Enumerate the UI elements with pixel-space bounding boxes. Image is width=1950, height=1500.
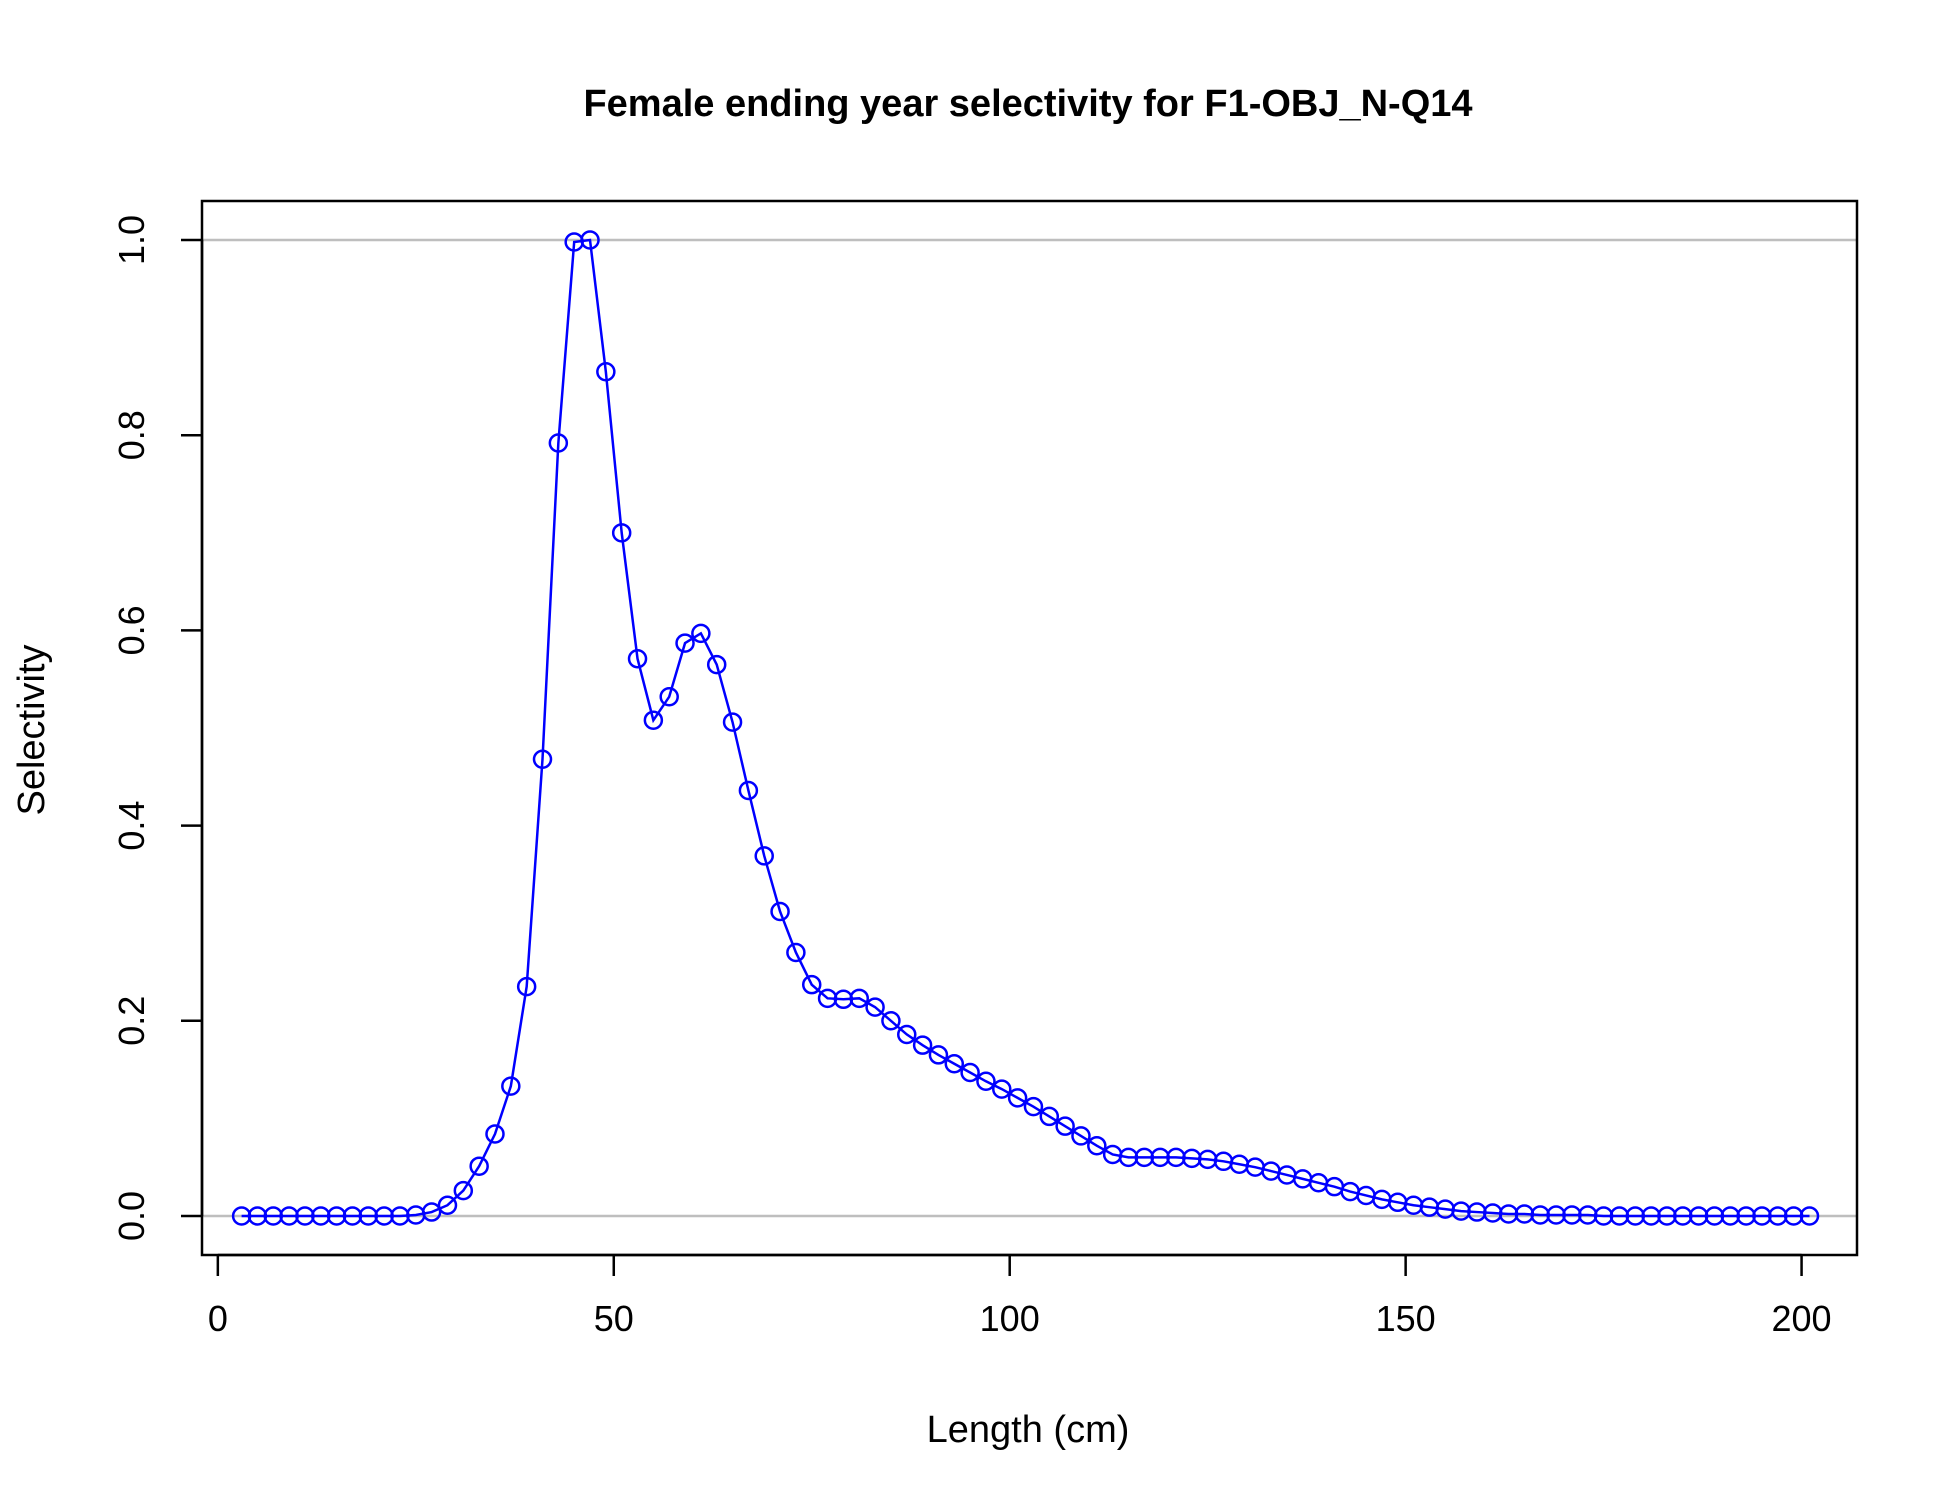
- y-tick-label: 0.4: [111, 801, 152, 851]
- series-layer: [231, 230, 1820, 1226]
- data-point: [976, 1071, 996, 1092]
- x-tick-label: 50: [594, 1298, 634, 1339]
- data-point: [421, 1202, 442, 1222]
- data-point: [786, 942, 806, 963]
- data-point: [1023, 1096, 1044, 1117]
- data-point: [1071, 1126, 1091, 1146]
- data-point: [897, 1024, 917, 1045]
- data-point: [580, 230, 600, 250]
- data-point: [643, 710, 664, 730]
- data-point: [1055, 1116, 1075, 1136]
- data-point: [659, 687, 679, 707]
- data-point: [1087, 1135, 1107, 1156]
- y-tick-label: 0.2: [111, 996, 152, 1046]
- y-tick-label: 0.8: [111, 410, 152, 460]
- data-point: [691, 623, 711, 644]
- data-point: [754, 846, 774, 866]
- data-point: [469, 1156, 489, 1176]
- y-axis: 0.0 0.2 0.4 0.6 0.8 1.0: [111, 215, 204, 1241]
- data-point: [611, 523, 632, 543]
- reference-lines: [202, 238, 1857, 1218]
- data-point: [596, 362, 616, 382]
- y-tick-label: 1.0: [111, 215, 152, 265]
- data-point: [1039, 1106, 1060, 1127]
- data-point: [992, 1079, 1012, 1099]
- x-tick-label: 150: [1376, 1298, 1436, 1339]
- data-point: [738, 780, 759, 801]
- data-point: [849, 988, 869, 1009]
- y-tick-label: 0.6: [111, 605, 152, 655]
- data-point: [453, 1180, 474, 1201]
- plot-frame: [200, 199, 1859, 1257]
- x-axis-label: Length (cm): [927, 1409, 1130, 1451]
- y-axis-label: Selectivity: [11, 644, 53, 815]
- data-point: [1007, 1088, 1028, 1108]
- data-point: [675, 633, 695, 653]
- x-tick-label: 0: [208, 1298, 228, 1339]
- data-point: [881, 1011, 901, 1031]
- data-point: [770, 901, 790, 922]
- data-point: [960, 1062, 980, 1083]
- data-point: [627, 648, 648, 669]
- data-point: [801, 974, 822, 995]
- data-point: [912, 1035, 933, 1055]
- data-point: [706, 654, 727, 675]
- x-tick-label: 100: [980, 1298, 1040, 1339]
- data-point: [501, 1076, 521, 1096]
- x-tick-label: 200: [1772, 1298, 1832, 1339]
- chart-title: Female ending year selectivity for F1-OB…: [583, 83, 1472, 125]
- data-point: [928, 1045, 949, 1065]
- data-point: [516, 976, 537, 997]
- data-point: [532, 749, 553, 769]
- x-axis: 0 50 100 150 200: [208, 1253, 1832, 1339]
- y-tick-label: 0.0: [111, 1191, 152, 1241]
- data-point: [1799, 1206, 1820, 1226]
- data-point: [944, 1053, 965, 1074]
- series-line: [241, 238, 1810, 1218]
- data-point: [722, 712, 743, 732]
- data-point: [437, 1195, 458, 1215]
- data-point: [548, 433, 569, 453]
- data-point: [485, 1124, 505, 1144]
- data-point: [865, 997, 885, 1017]
